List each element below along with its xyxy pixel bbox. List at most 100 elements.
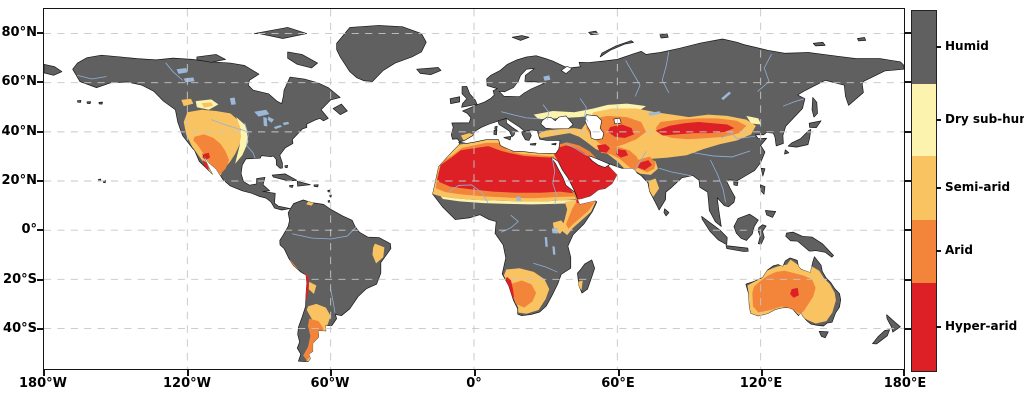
ellesmere-island xyxy=(253,27,308,39)
colorbar-segment-semi-arid xyxy=(912,155,936,220)
south-america xyxy=(279,199,392,362)
zone-hyper-arid xyxy=(554,145,617,200)
y-tick-label: 0° xyxy=(21,222,37,237)
river-euphrates xyxy=(564,142,587,156)
zone-arid xyxy=(752,270,816,314)
river-mackenzie xyxy=(165,62,183,81)
x-tick-label: 180°E xyxy=(883,376,927,391)
river-niger xyxy=(448,184,489,204)
river-zambezi xyxy=(533,262,558,273)
iceland xyxy=(416,67,442,75)
y-axis-tick xyxy=(37,131,43,133)
lesser-antilles xyxy=(329,194,332,198)
lake-tanganyika xyxy=(544,237,548,247)
greece xyxy=(521,130,532,141)
x-tick-label: 0° xyxy=(466,376,482,391)
y-axis-tick xyxy=(37,279,43,281)
y-axis-tick xyxy=(905,180,911,182)
legend-label: Dry sub-humid xyxy=(945,112,1024,126)
river-amazon xyxy=(292,226,357,240)
chukotka-wrap xyxy=(44,63,63,76)
zone-semi-arid xyxy=(308,281,317,295)
y-axis-tick xyxy=(905,229,911,231)
x-axis-tick xyxy=(43,370,45,376)
river-huang-he xyxy=(720,132,756,140)
colorbar-segment-dry-subhumid xyxy=(912,83,936,156)
graticule-layer xyxy=(44,9,904,369)
y-tick-label: 40°N xyxy=(1,124,37,139)
great-slave-lake xyxy=(183,77,195,83)
colorbar-tick xyxy=(936,119,941,121)
kyushu xyxy=(784,149,790,155)
baffin-island xyxy=(287,51,318,69)
zone-arid xyxy=(565,202,595,229)
river-volga xyxy=(579,98,589,122)
greenland xyxy=(336,25,427,82)
x-tick-label: 120°W xyxy=(163,376,211,391)
river-ganges xyxy=(658,167,692,177)
borneo xyxy=(733,213,759,241)
colorbar-tick xyxy=(936,187,941,189)
y-tick-label: 60°N xyxy=(1,74,37,89)
zone-arid xyxy=(303,318,324,361)
lake-chad xyxy=(515,196,522,202)
y-axis-tick xyxy=(37,328,43,330)
taiwan xyxy=(760,167,766,177)
bahamas xyxy=(284,164,289,169)
lakes-layer xyxy=(176,67,732,255)
zone-hyper-arid xyxy=(202,152,211,161)
y-tick-label: 20°N xyxy=(1,173,37,188)
zone-dry-subhumid xyxy=(533,103,646,120)
lake-huron xyxy=(267,116,275,123)
lake-superior xyxy=(254,109,270,117)
river-danube xyxy=(501,111,541,119)
sri-lanka xyxy=(663,208,670,217)
y-tick-label: 40°S xyxy=(3,321,37,336)
legend-label: Semi-arid xyxy=(945,180,1011,194)
zone-hyper-arid xyxy=(597,144,611,153)
map-plot-area xyxy=(43,8,905,370)
y-axis-tick xyxy=(905,279,911,281)
river-congo xyxy=(501,215,519,233)
y-axis-tick xyxy=(905,328,911,330)
cuba xyxy=(271,173,298,182)
tasmania xyxy=(818,331,829,339)
colorbar-tick xyxy=(936,326,941,328)
zone-semi-arid xyxy=(648,178,660,197)
world-map xyxy=(44,9,904,369)
x-axis-tick xyxy=(903,370,905,376)
honshu xyxy=(787,129,812,148)
crete xyxy=(529,142,537,146)
river-amur xyxy=(782,98,805,107)
climate-zones-layer xyxy=(181,98,836,362)
legend-label: Humid xyxy=(945,39,989,53)
colorbar-tick xyxy=(936,250,941,252)
x-axis-tick xyxy=(187,370,189,376)
x-tick-label: 60°E xyxy=(601,376,635,391)
hainan xyxy=(733,181,739,187)
colorbar-tick xyxy=(936,46,941,48)
y-axis-tick xyxy=(37,180,43,182)
nz-south-island xyxy=(872,329,891,345)
x-tick-label: 120°E xyxy=(739,376,783,391)
mindanao xyxy=(765,210,777,218)
aleutians xyxy=(98,101,103,105)
y-axis-tick xyxy=(905,131,911,133)
y-axis-tick xyxy=(37,32,43,34)
zone-arid xyxy=(600,146,642,172)
newfoundland xyxy=(332,103,348,116)
y-tick-label: 20°S xyxy=(3,272,37,287)
lake-michigan xyxy=(263,117,268,127)
java xyxy=(725,245,749,252)
zone-hyper-arid xyxy=(202,160,209,170)
jamaica xyxy=(289,184,294,188)
novaya-zemlya xyxy=(599,40,634,58)
lake-victoria xyxy=(551,227,558,234)
new-siberian-islands xyxy=(812,41,826,47)
x-tick-label: 60°W xyxy=(310,376,350,391)
river-yangtze xyxy=(693,150,751,158)
aleutians xyxy=(86,101,91,104)
persian-gulf xyxy=(588,155,611,168)
lake-baikal xyxy=(721,91,732,101)
